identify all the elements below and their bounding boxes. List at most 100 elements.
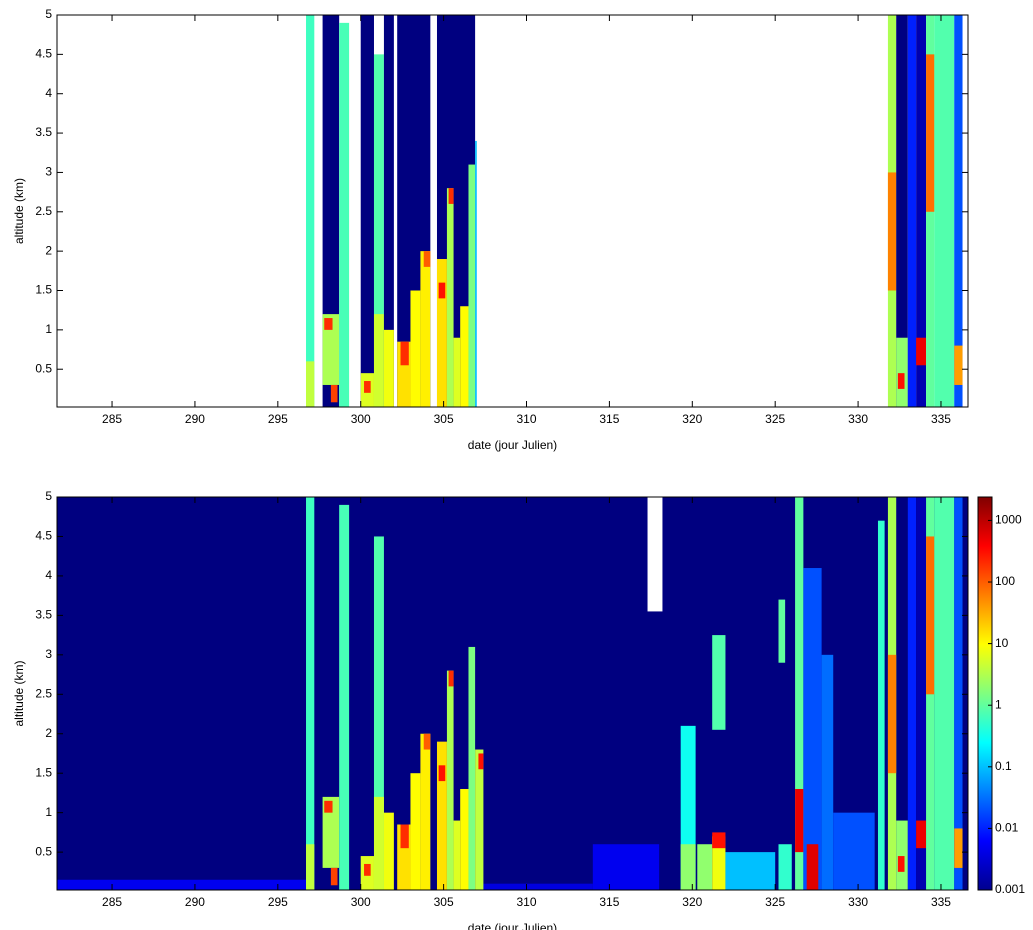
plot-frame — [56, 14, 969, 408]
y-tick-label: 2.5 — [35, 686, 52, 700]
y-tick-label: 2.5 — [35, 204, 52, 218]
heatmap-cell — [306, 497, 315, 890]
heatmap-cell — [360, 15, 374, 407]
y-tick-label: 0.5 — [35, 844, 52, 858]
heatmap-cell — [907, 497, 917, 890]
y-tick-label: 5 — [45, 7, 52, 21]
heatmap-cell — [420, 733, 431, 890]
heatmap-cell — [57, 879, 311, 890]
heatmap-cell — [821, 654, 834, 890]
y-tick-label: 0.5 — [35, 361, 52, 375]
y-tick-label: 3 — [45, 165, 52, 179]
heatmap-cell — [453, 820, 461, 890]
heatmap-cell — [330, 867, 338, 886]
heatmap-cell — [697, 844, 713, 890]
heatmap-cell — [916, 820, 927, 849]
x-tick-label: 330 — [848, 412, 868, 426]
x-tick-label: 320 — [682, 412, 702, 426]
heatmap-cell — [934, 497, 955, 890]
heatmap-cell — [330, 384, 338, 403]
heatmap-cell — [926, 536, 935, 695]
y-tick-label: 4.5 — [35, 529, 52, 543]
x-tick-label: 290 — [185, 412, 205, 426]
heatmap-cell — [436, 741, 447, 890]
heatmap-cell — [896, 820, 908, 890]
x-axis-label: date (jour Julien) — [468, 438, 557, 452]
x-tick-label: 310 — [516, 895, 536, 909]
heatmap-cell — [934, 15, 955, 407]
heatmap-cell — [364, 863, 371, 876]
heatmap-cell — [373, 54, 384, 408]
heatmap-cell — [322, 15, 340, 407]
x-tick-label: 335 — [931, 895, 951, 909]
y-tick-label: 4 — [45, 568, 52, 582]
colorbar-tick-label: 0.01 — [995, 821, 1019, 835]
y-tick-label: 5 — [45, 489, 52, 503]
heatmap-cell — [916, 15, 927, 407]
heatmap-cell — [712, 635, 726, 730]
heatmap-cell — [306, 361, 315, 407]
heatmap-cell — [436, 259, 447, 407]
heatmap-cell — [806, 844, 819, 890]
heatmap-cell — [453, 337, 461, 407]
heatmap-cell — [322, 796, 340, 868]
x-tick-label: 310 — [516, 412, 536, 426]
heatmap-cell — [475, 749, 484, 890]
y-tick-label: 4 — [45, 86, 52, 100]
heatmap-cell — [712, 836, 726, 890]
heatmap-cell — [423, 251, 431, 267]
heatmap-cell — [476, 883, 593, 890]
x-tick-label: 325 — [765, 412, 785, 426]
heatmap-cell — [592, 844, 660, 890]
heatmap-cell — [446, 188, 454, 407]
heatmap-cell — [373, 536, 384, 890]
heatmap-cell — [364, 381, 371, 393]
y-tick-label: 2 — [45, 726, 52, 740]
x-tick-label: 330 — [848, 895, 868, 909]
heatmap-cell — [420, 251, 431, 407]
heatmap-cell — [339, 504, 350, 890]
heatmap-cell — [954, 497, 963, 890]
heatmap-cell — [916, 337, 927, 366]
x-tick-label: 305 — [434, 412, 454, 426]
colorbar-tick-label: 1 — [995, 697, 1002, 711]
y-tick-label: 3.5 — [35, 608, 52, 622]
heatmap-cell — [954, 345, 963, 385]
heatmap-cell — [954, 15, 963, 407]
heatmap-cell — [400, 341, 409, 366]
heatmap-cell — [833, 812, 875, 890]
heatmap-cell — [896, 337, 908, 407]
heatmap-cell — [877, 520, 885, 890]
y-tick-label: 4.5 — [35, 47, 52, 61]
y-tick-label: 1 — [45, 805, 52, 819]
x-tick-label: 285 — [102, 412, 122, 426]
heatmap-cell — [795, 497, 804, 890]
heatmap-cell — [306, 15, 315, 407]
x-tick-label: 290 — [185, 895, 205, 909]
x-tick-label: 285 — [102, 895, 122, 909]
y-tick-label: 3.5 — [35, 125, 52, 139]
colorbar — [977, 496, 993, 891]
colorbar-tick-label: 100 — [995, 574, 1015, 588]
heatmap-cell — [460, 788, 469, 890]
heatmap-cell — [448, 188, 454, 204]
heatmap-cell — [887, 172, 897, 291]
heatmap-cell — [423, 733, 431, 750]
heatmap-cell — [468, 646, 476, 890]
y-tick-label: 1.5 — [35, 283, 52, 297]
heatmap-cell — [468, 164, 476, 407]
heatmap-cell — [803, 568, 822, 890]
no-data-gap — [647, 497, 663, 612]
colorbar-tick-label: 0.001 — [995, 882, 1025, 896]
colorbar-tick-label: 1000 — [995, 513, 1022, 527]
heatmap-cell — [448, 670, 454, 687]
heatmap-cell — [446, 670, 454, 890]
heatmap-cell — [778, 599, 786, 663]
heatmap-cell — [475, 140, 477, 407]
heatmap-cell — [438, 282, 446, 299]
heatmap-cell — [795, 788, 804, 853]
heatmap-cell — [712, 832, 726, 849]
x-tick-label: 335 — [931, 412, 951, 426]
heatmap-cell — [383, 329, 394, 407]
